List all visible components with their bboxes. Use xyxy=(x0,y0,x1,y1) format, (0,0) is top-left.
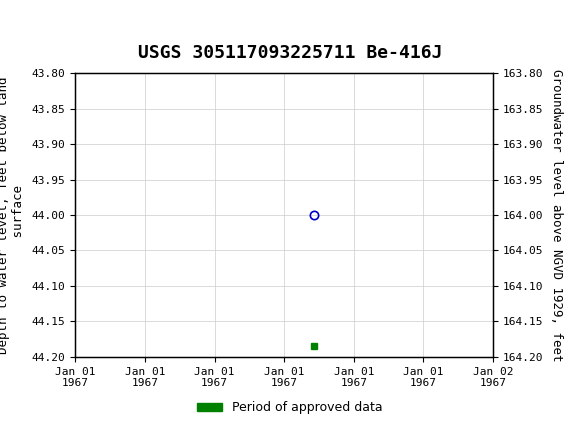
Y-axis label: Groundwater level above NGVD 1929, feet: Groundwater level above NGVD 1929, feet xyxy=(550,69,563,361)
Text: USGS 305117093225711 Be-416J: USGS 305117093225711 Be-416J xyxy=(138,44,442,62)
Y-axis label: Depth to water level, feet below land
 surface: Depth to water level, feet below land su… xyxy=(0,76,25,354)
Text: ≡ USGS: ≡ USGS xyxy=(3,16,92,36)
Legend: Period of approved data: Period of approved data xyxy=(192,396,388,419)
